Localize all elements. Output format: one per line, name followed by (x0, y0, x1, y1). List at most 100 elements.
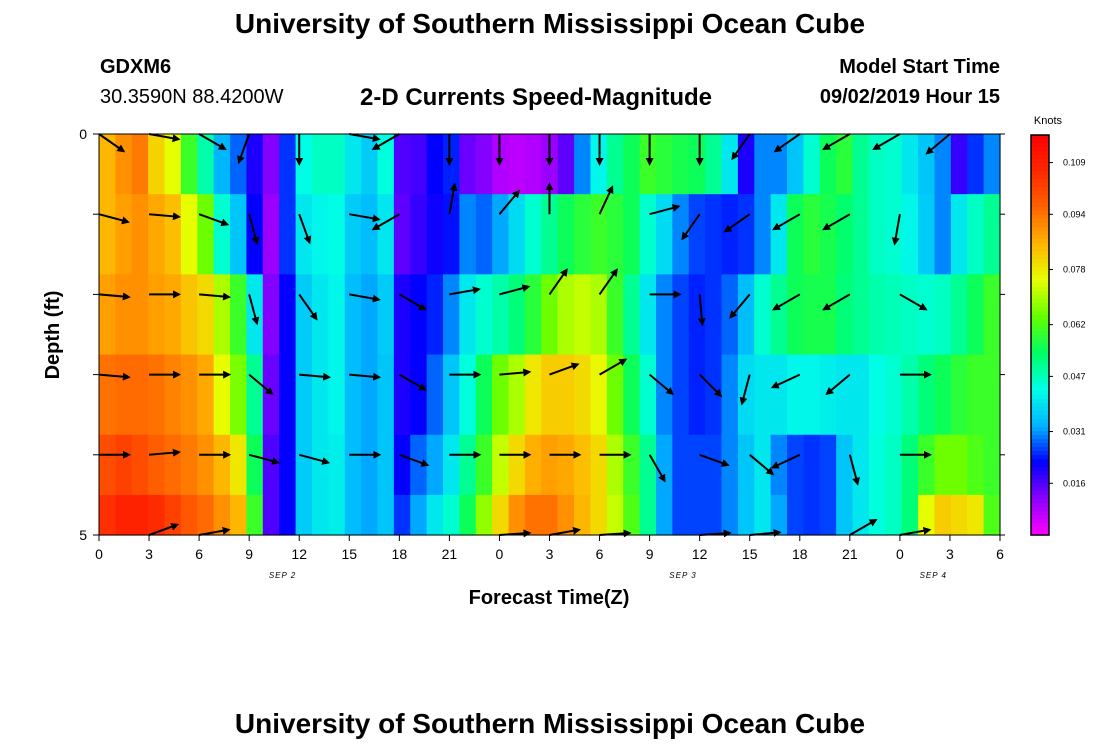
heatmap-cell (737, 194, 755, 275)
heatmap-cell (311, 354, 329, 436)
current-vector (549, 526, 582, 536)
heatmap-cell (655, 494, 673, 536)
heatmap-cell (279, 434, 297, 496)
heatmap-cell (164, 134, 182, 195)
heatmap-cell (590, 274, 608, 356)
colorbar-segment (1031, 255, 1049, 260)
heatmap-cell (934, 494, 952, 536)
colorbar-segment (1031, 443, 1049, 448)
current-vector (499, 284, 531, 296)
colorbar-segment (1031, 531, 1049, 536)
heatmap-cell (262, 134, 280, 195)
colorbar-tick-label: 0.062 (1063, 320, 1086, 330)
heatmap-cell (557, 274, 575, 356)
heatmap-cell (246, 494, 264, 536)
heatmap-cell (131, 274, 149, 356)
heatmap-cell (508, 494, 526, 536)
current-vector (448, 182, 458, 215)
heatmap-cell (131, 194, 149, 275)
heatmap-cell (574, 494, 592, 536)
colorbar-segment (1031, 335, 1049, 340)
heatmap-cell (148, 354, 166, 436)
heatmap-cell (541, 194, 559, 275)
heatmap-cell (672, 494, 690, 536)
heatmap-cell (180, 434, 198, 496)
colorbar-tick-label: 0.031 (1063, 427, 1086, 437)
heatmap-cell (508, 274, 526, 356)
current-vector (729, 293, 751, 319)
colorbar-segment (1031, 171, 1049, 176)
current-vector (822, 213, 851, 231)
current-vector (248, 373, 274, 396)
heatmap-cell (541, 434, 559, 496)
heatmap-cell (180, 354, 198, 436)
heatmap-cell (410, 194, 428, 275)
colorbar-segment (1031, 239, 1049, 244)
heatmap-cell (459, 194, 477, 275)
heatmap-cell (99, 494, 116, 536)
heatmap-cell (967, 494, 985, 536)
heatmap-cell (574, 134, 592, 195)
heatmap-cell (492, 434, 510, 496)
current-vector (98, 213, 130, 225)
heatmap-cell (164, 274, 182, 356)
heatmap-cell (262, 494, 280, 536)
heatmap-cell (590, 434, 608, 496)
colorbar-segment (1031, 487, 1049, 492)
heatmap-cell (574, 354, 592, 436)
colorbar-segment (1031, 527, 1049, 532)
heatmap-cell (344, 194, 362, 275)
colorbar-segment (1031, 507, 1049, 512)
heatmap-cell (737, 434, 755, 496)
heatmap-cell (295, 354, 313, 436)
colorbar-segment (1031, 423, 1049, 428)
current-vector (299, 372, 332, 381)
colorbar-segment (1031, 303, 1049, 308)
heatmap-cell (148, 274, 166, 356)
heatmap-cell (705, 134, 723, 195)
heatmap-cell (99, 354, 116, 436)
footer-title: University of Southern Mississippi Ocean… (234, 708, 866, 739)
heatmap-cell (672, 274, 690, 356)
current-vector (548, 268, 568, 295)
heatmap-cell (623, 134, 641, 195)
heatmap-cell (705, 354, 723, 436)
heatmap-cell (524, 134, 542, 195)
x-tick-label: 9 (245, 546, 253, 562)
heatmap-cell (377, 434, 395, 496)
heatmap-cell (688, 134, 706, 195)
heatmap-cell (967, 434, 985, 496)
heatmap-cell (541, 274, 559, 356)
colorbar-segment (1031, 515, 1049, 520)
heatmap-cell (410, 274, 428, 356)
colorbar-segment (1031, 191, 1049, 196)
heatmap-cell (361, 354, 379, 436)
heatmap-cell (574, 434, 592, 496)
x-tick-label: 15 (742, 546, 758, 562)
heatmap-cell (623, 274, 641, 356)
heatmap-cell (524, 194, 542, 275)
colorbar: 0.109 0.094 0.078 0.062 0.047 0.031 0.016 (1030, 134, 1086, 536)
colorbar-segment (1031, 415, 1049, 420)
heatmap-cell (230, 494, 248, 536)
colorbar-segment (1031, 243, 1049, 248)
heatmap-cell (131, 434, 149, 496)
x-tick-label: 3 (145, 546, 153, 562)
colorbar-segment (1031, 479, 1049, 484)
current-vector (298, 293, 318, 321)
heatmap-cell (574, 194, 592, 275)
current-vector (349, 372, 382, 381)
x-tick-label: 3 (946, 546, 954, 562)
colorbar-segment (1031, 291, 1049, 296)
heatmap-cell (410, 494, 428, 536)
heatmap-cell (279, 194, 297, 275)
colorbar-segment (1031, 187, 1049, 192)
current-vector (349, 213, 381, 223)
colorbar-segment (1031, 395, 1049, 400)
heatmap-cell (443, 434, 460, 496)
current-vector (398, 293, 428, 311)
colorbar-segment (1031, 523, 1049, 528)
colorbar-segment (1031, 163, 1049, 168)
heatmap-cell (311, 494, 329, 536)
heatmap-cell (688, 194, 706, 275)
